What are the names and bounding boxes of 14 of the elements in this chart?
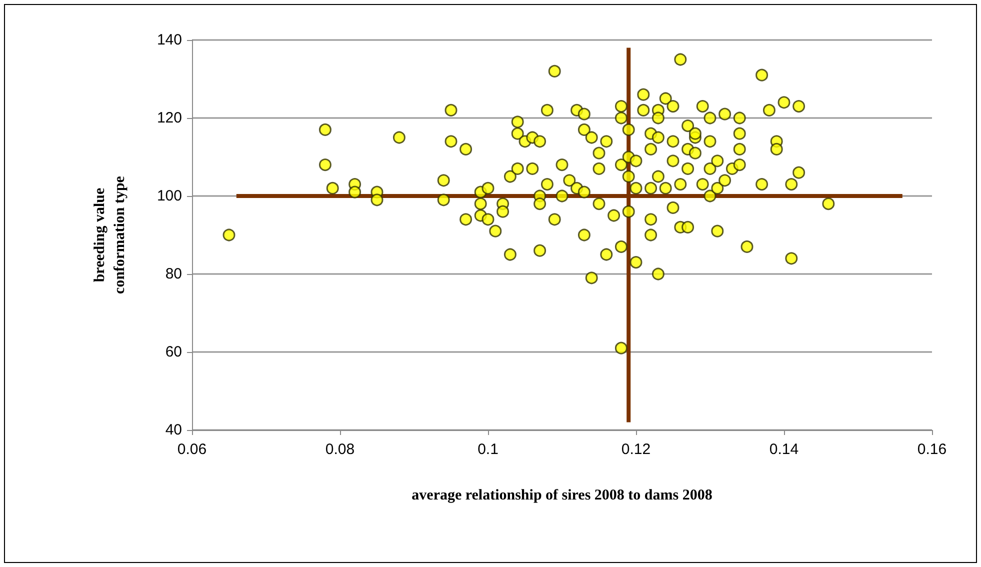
x-tick-label: 0.1 (478, 441, 498, 458)
x-axis-title: average relationship of sires 2008 to dams 2008 (412, 488, 712, 504)
x-tick-label: 0.16 (917, 441, 947, 458)
y-tick-label: 120 (156, 110, 182, 126)
y-tick-label: 140 (156, 32, 182, 48)
x-tick-label: 0.06 (177, 441, 207, 458)
y-tick-label: 60 (165, 344, 182, 360)
y-axis-title: breeding value conformation type (92, 176, 128, 294)
x-tick-label: 0.12 (621, 441, 651, 458)
y-tick-label: 40 (165, 422, 182, 438)
y-tick-label: 100 (156, 188, 182, 204)
x-tick-label: 0.14 (769, 441, 799, 458)
y-tick-label: 80 (165, 266, 182, 282)
x-tick-label: 0.08 (325, 441, 355, 458)
